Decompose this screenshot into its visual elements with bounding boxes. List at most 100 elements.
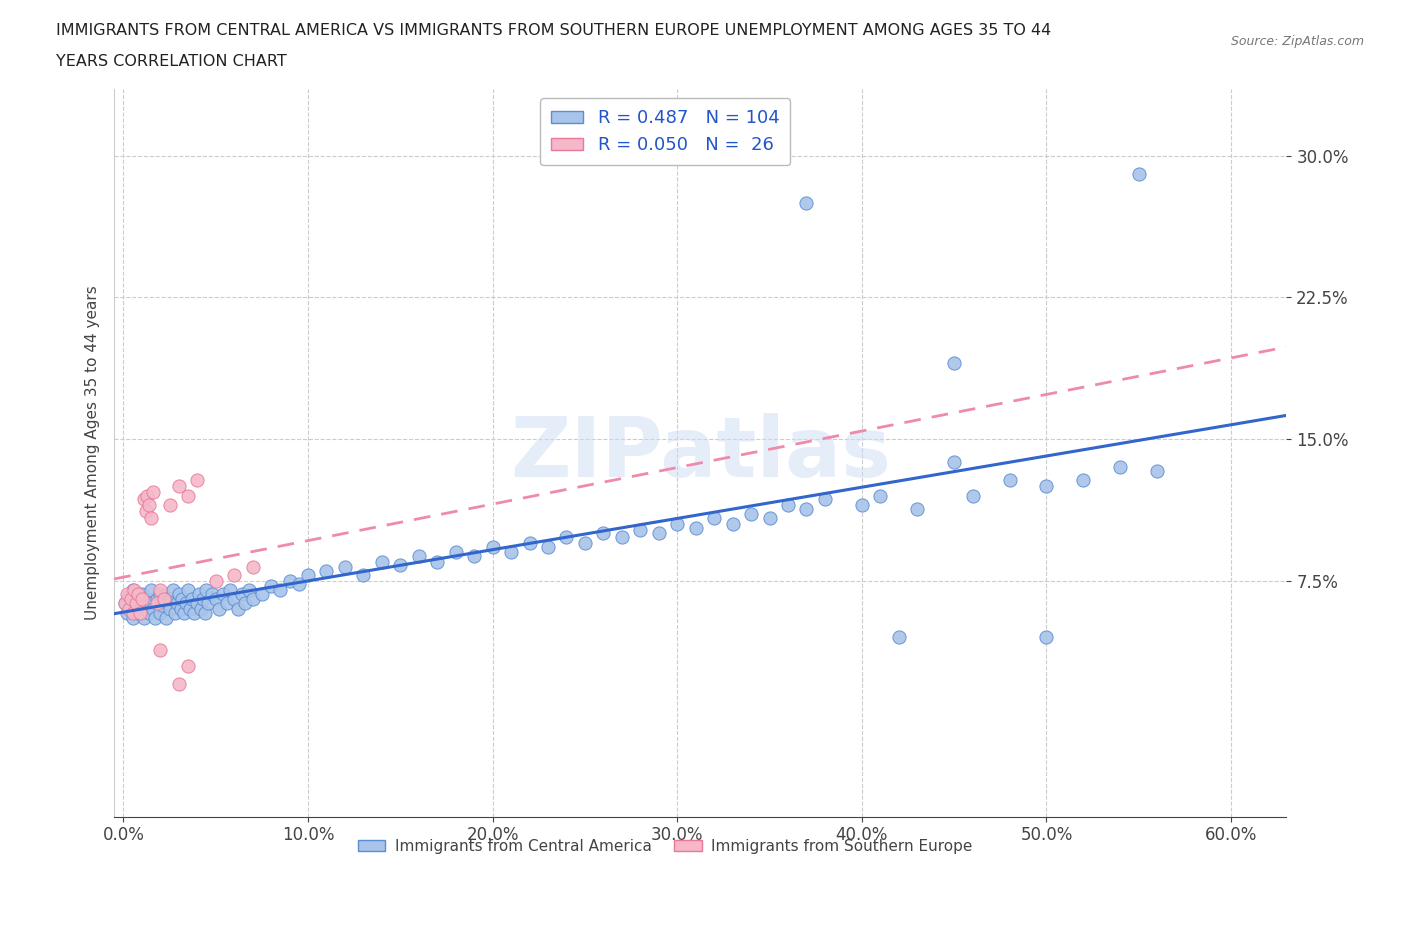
Point	[389, 558, 412, 573]
Point	[186, 596, 208, 611]
Point	[481, 539, 503, 554]
Point	[998, 473, 1021, 488]
Point	[135, 503, 157, 518]
Point	[131, 586, 153, 601]
Point	[131, 592, 153, 607]
Point	[153, 589, 176, 604]
Point	[177, 488, 200, 503]
Point	[208, 602, 231, 617]
Text: ZIPatlas: ZIPatlas	[510, 413, 891, 494]
Point	[153, 592, 176, 607]
Point	[1035, 479, 1057, 494]
Point	[139, 582, 162, 597]
Point	[1073, 473, 1095, 488]
Point	[174, 596, 197, 611]
Point	[315, 564, 337, 578]
Point	[215, 596, 238, 611]
Y-axis label: Unemployment Among Ages 35 to 44 years: Unemployment Among Ages 35 to 44 years	[86, 286, 100, 620]
Point	[177, 658, 200, 673]
Point	[519, 536, 541, 551]
Point	[129, 596, 152, 611]
Point	[150, 598, 173, 613]
Point	[592, 525, 614, 540]
Point	[167, 479, 190, 494]
Point	[127, 586, 149, 601]
Point	[194, 605, 217, 620]
Point	[114, 596, 136, 611]
Point	[156, 596, 179, 611]
Point	[155, 611, 177, 626]
Point	[149, 582, 172, 597]
Point	[188, 586, 211, 601]
Point	[125, 592, 148, 607]
Point	[238, 582, 260, 597]
Point	[204, 592, 226, 607]
Point	[118, 589, 141, 604]
Point	[145, 592, 167, 607]
Point	[127, 605, 149, 620]
Point	[943, 454, 966, 469]
Point	[278, 573, 301, 588]
Point	[121, 605, 143, 620]
Text: YEARS CORRELATION CHART: YEARS CORRELATION CHART	[56, 54, 287, 69]
Point	[242, 560, 264, 575]
Point	[149, 605, 172, 620]
Point	[132, 611, 155, 626]
Point	[149, 643, 172, 658]
Point	[180, 592, 202, 607]
Point	[125, 596, 148, 611]
Point	[201, 586, 224, 601]
Point	[129, 605, 152, 620]
Point	[796, 195, 818, 210]
Point	[149, 586, 172, 601]
Point	[143, 611, 166, 626]
Point	[167, 677, 190, 692]
Point	[776, 498, 799, 512]
Point	[233, 596, 256, 611]
Point	[1109, 459, 1132, 474]
Point	[501, 545, 523, 560]
Point	[226, 602, 249, 617]
Point	[242, 592, 264, 607]
Point	[115, 586, 138, 601]
Point	[162, 582, 184, 597]
Point	[186, 473, 208, 488]
Point	[191, 592, 214, 607]
Point	[260, 578, 283, 593]
Point	[1128, 167, 1150, 182]
Point	[444, 545, 467, 560]
Point	[628, 522, 651, 537]
Point	[204, 573, 226, 588]
Point	[160, 592, 183, 607]
Text: Source: ZipAtlas.com: Source: ZipAtlas.com	[1230, 35, 1364, 48]
Point	[159, 602, 181, 617]
Point	[169, 602, 191, 617]
Point	[138, 498, 160, 512]
Point	[463, 549, 485, 564]
Point	[224, 567, 246, 582]
Point	[118, 602, 141, 617]
Point	[869, 488, 891, 503]
Point	[943, 356, 966, 371]
Point	[1146, 463, 1168, 478]
Point	[887, 630, 910, 644]
Point	[177, 582, 200, 597]
Point	[288, 577, 311, 591]
Point	[231, 586, 253, 601]
Point	[138, 605, 160, 620]
Point	[121, 582, 143, 597]
Point	[212, 586, 235, 601]
Point	[115, 605, 138, 620]
Point	[740, 507, 762, 522]
Point	[648, 525, 671, 540]
Point	[224, 592, 246, 607]
Point	[905, 501, 928, 516]
Point	[190, 602, 212, 617]
Point	[136, 592, 159, 607]
Point	[120, 598, 142, 613]
Point	[685, 520, 707, 535]
Point	[721, 516, 744, 531]
Point	[962, 488, 984, 503]
Point	[124, 602, 146, 617]
Point	[851, 498, 873, 512]
